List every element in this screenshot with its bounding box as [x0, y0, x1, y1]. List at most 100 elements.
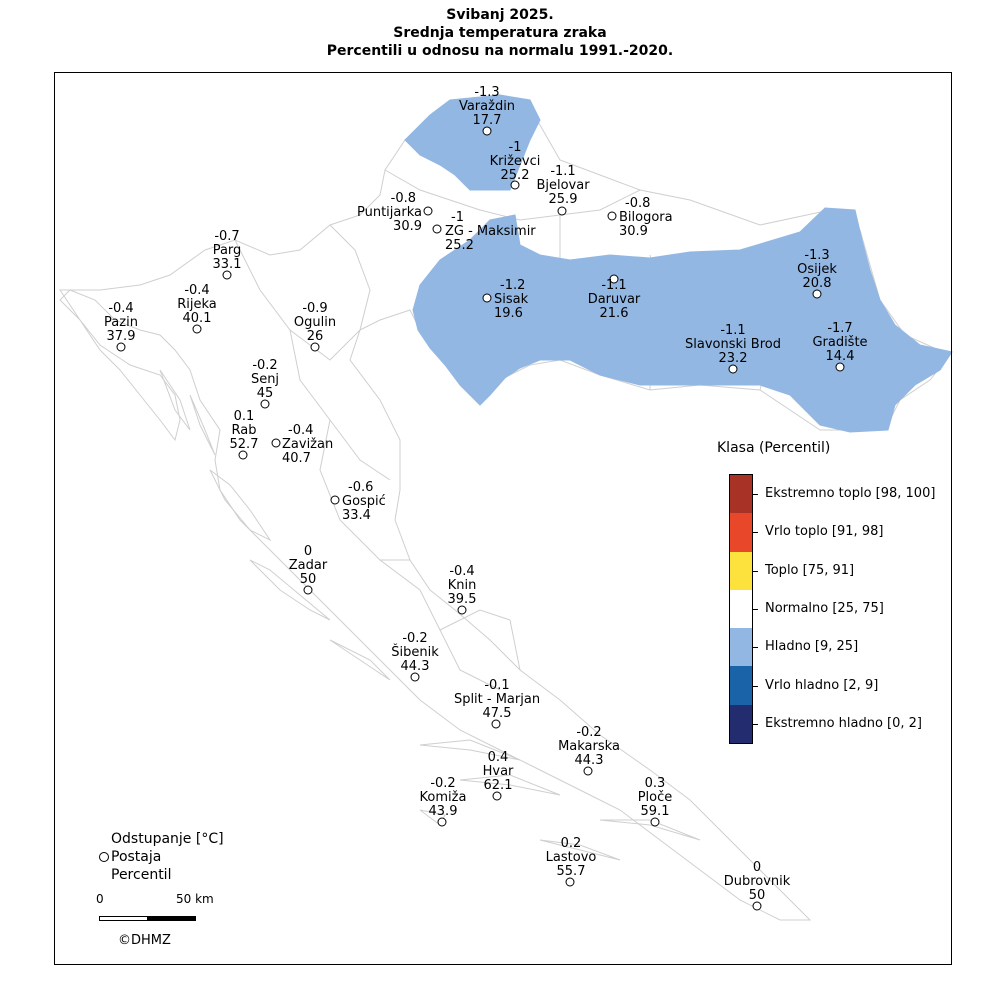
station-anomaly: -0.4: [108, 301, 133, 316]
station-marker-icon: [116, 342, 126, 352]
station-anomaly: -0.7: [214, 229, 239, 244]
station-percentile: 62.1: [484, 778, 513, 793]
station-percentile: 33.4: [342, 508, 371, 523]
station-percentile: 23.2: [719, 351, 748, 366]
station-marker-icon: [192, 324, 202, 334]
station-name: Gradište: [812, 335, 867, 350]
station-anomaly: -0.8: [391, 191, 416, 206]
legend-swatch: [730, 551, 752, 590]
legend-tick: [753, 494, 758, 495]
station-name: Daruvar: [588, 292, 641, 307]
island: [159, 369, 191, 431]
station-name: Komiža: [420, 790, 467, 805]
station-anomaly: -0.4: [449, 564, 474, 579]
legend-swatch: [730, 628, 752, 667]
station-percentile: 25.9: [549, 192, 578, 207]
legend-label: Ekstremno toplo [98, 100]: [765, 486, 936, 501]
station-anomaly: -1.2: [500, 278, 525, 293]
station-anomaly: -0.6: [348, 480, 373, 495]
island: [539, 839, 621, 861]
station-name: Bjelovar: [536, 178, 590, 193]
station-marker-icon: [99, 852, 109, 862]
station-anomaly: -1.3: [474, 85, 499, 100]
station-marker-icon: [260, 399, 270, 409]
station-marker-icon: [303, 585, 313, 595]
station-marker-icon: [565, 877, 575, 887]
station-anomaly: -0.2: [430, 776, 455, 791]
station-marker-icon: [271, 438, 281, 448]
legend-tick: [753, 532, 758, 533]
station-percentile: 14.4: [826, 349, 855, 364]
legend-label: Hladno [9, 25]: [765, 639, 859, 654]
station-anomaly: -1: [509, 140, 522, 155]
station-anomaly: 0: [304, 544, 312, 559]
station-marker-icon: [238, 450, 248, 460]
legend-label: Ekstremno hladno [0, 2]: [765, 716, 923, 731]
station-marker-icon: [432, 224, 442, 234]
scale-end-label: 50 km: [176, 892, 214, 906]
station-marker-icon: [510, 180, 520, 190]
station-name: Zadar: [289, 558, 328, 573]
station-name: Križevci: [490, 154, 541, 169]
station-marker-icon: [457, 605, 467, 615]
station-name: Gospić: [342, 494, 386, 509]
info-anomaly-label: Odstupanje [°C]: [111, 831, 224, 847]
station-marker-icon: [835, 362, 845, 372]
station-name: Lastovo: [546, 850, 597, 865]
cold-region-slavonia: [412, 207, 953, 433]
station-name: Parg: [213, 243, 242, 258]
station-anomaly: -0.4: [288, 423, 313, 438]
station-name: Sisak: [494, 292, 529, 307]
legend-swatch: [730, 704, 752, 743]
station-marker-icon: [482, 293, 492, 303]
station-name: Puntijarka: [357, 205, 422, 220]
info-station-label: Postaja: [111, 849, 162, 865]
station-marker-icon: [222, 270, 232, 280]
county-border: [439, 609, 521, 671]
island: [599, 819, 701, 841]
legend-tick: [753, 724, 758, 725]
station-marker-icon: [492, 791, 502, 801]
legend-label: Vrlo hladno [2, 9]: [765, 678, 879, 693]
station-anomaly: -1.1: [550, 164, 575, 179]
info-percentile-label: Percentil: [111, 867, 172, 883]
legend-swatch: [730, 513, 752, 552]
station-name: ZG - Maksimir: [445, 224, 536, 239]
station-percentile: 50: [749, 888, 766, 903]
station-percentile: 30.9: [393, 219, 422, 234]
island: [329, 639, 391, 681]
station-name: Knin: [448, 578, 477, 593]
island: [189, 394, 216, 456]
station-percentile: 25.2: [445, 238, 474, 253]
station-percentile: 47.5: [483, 706, 512, 721]
station-percentile: 40.1: [183, 311, 212, 326]
map-title-line2: Srednja temperatura zraka: [393, 25, 607, 41]
station-name: Šibenik: [391, 644, 439, 660]
station-anomaly: 0.2: [561, 836, 582, 851]
station-percentile: 30.9: [619, 224, 648, 239]
legend-label: Toplo [75, 91]: [765, 563, 855, 578]
station-marker-icon: [310, 342, 320, 352]
station-marker-icon: [752, 901, 762, 911]
station-name: Zavižan: [282, 437, 333, 452]
station-name: Slavonski Brod: [685, 337, 781, 352]
station-anomaly: -0.4: [184, 283, 209, 298]
station-name: Senj: [251, 372, 279, 387]
station-marker-icon: [557, 206, 567, 216]
scale-start-label: 0: [96, 892, 104, 906]
station-marker-icon: [482, 126, 492, 136]
station-name: Pazin: [104, 315, 138, 330]
